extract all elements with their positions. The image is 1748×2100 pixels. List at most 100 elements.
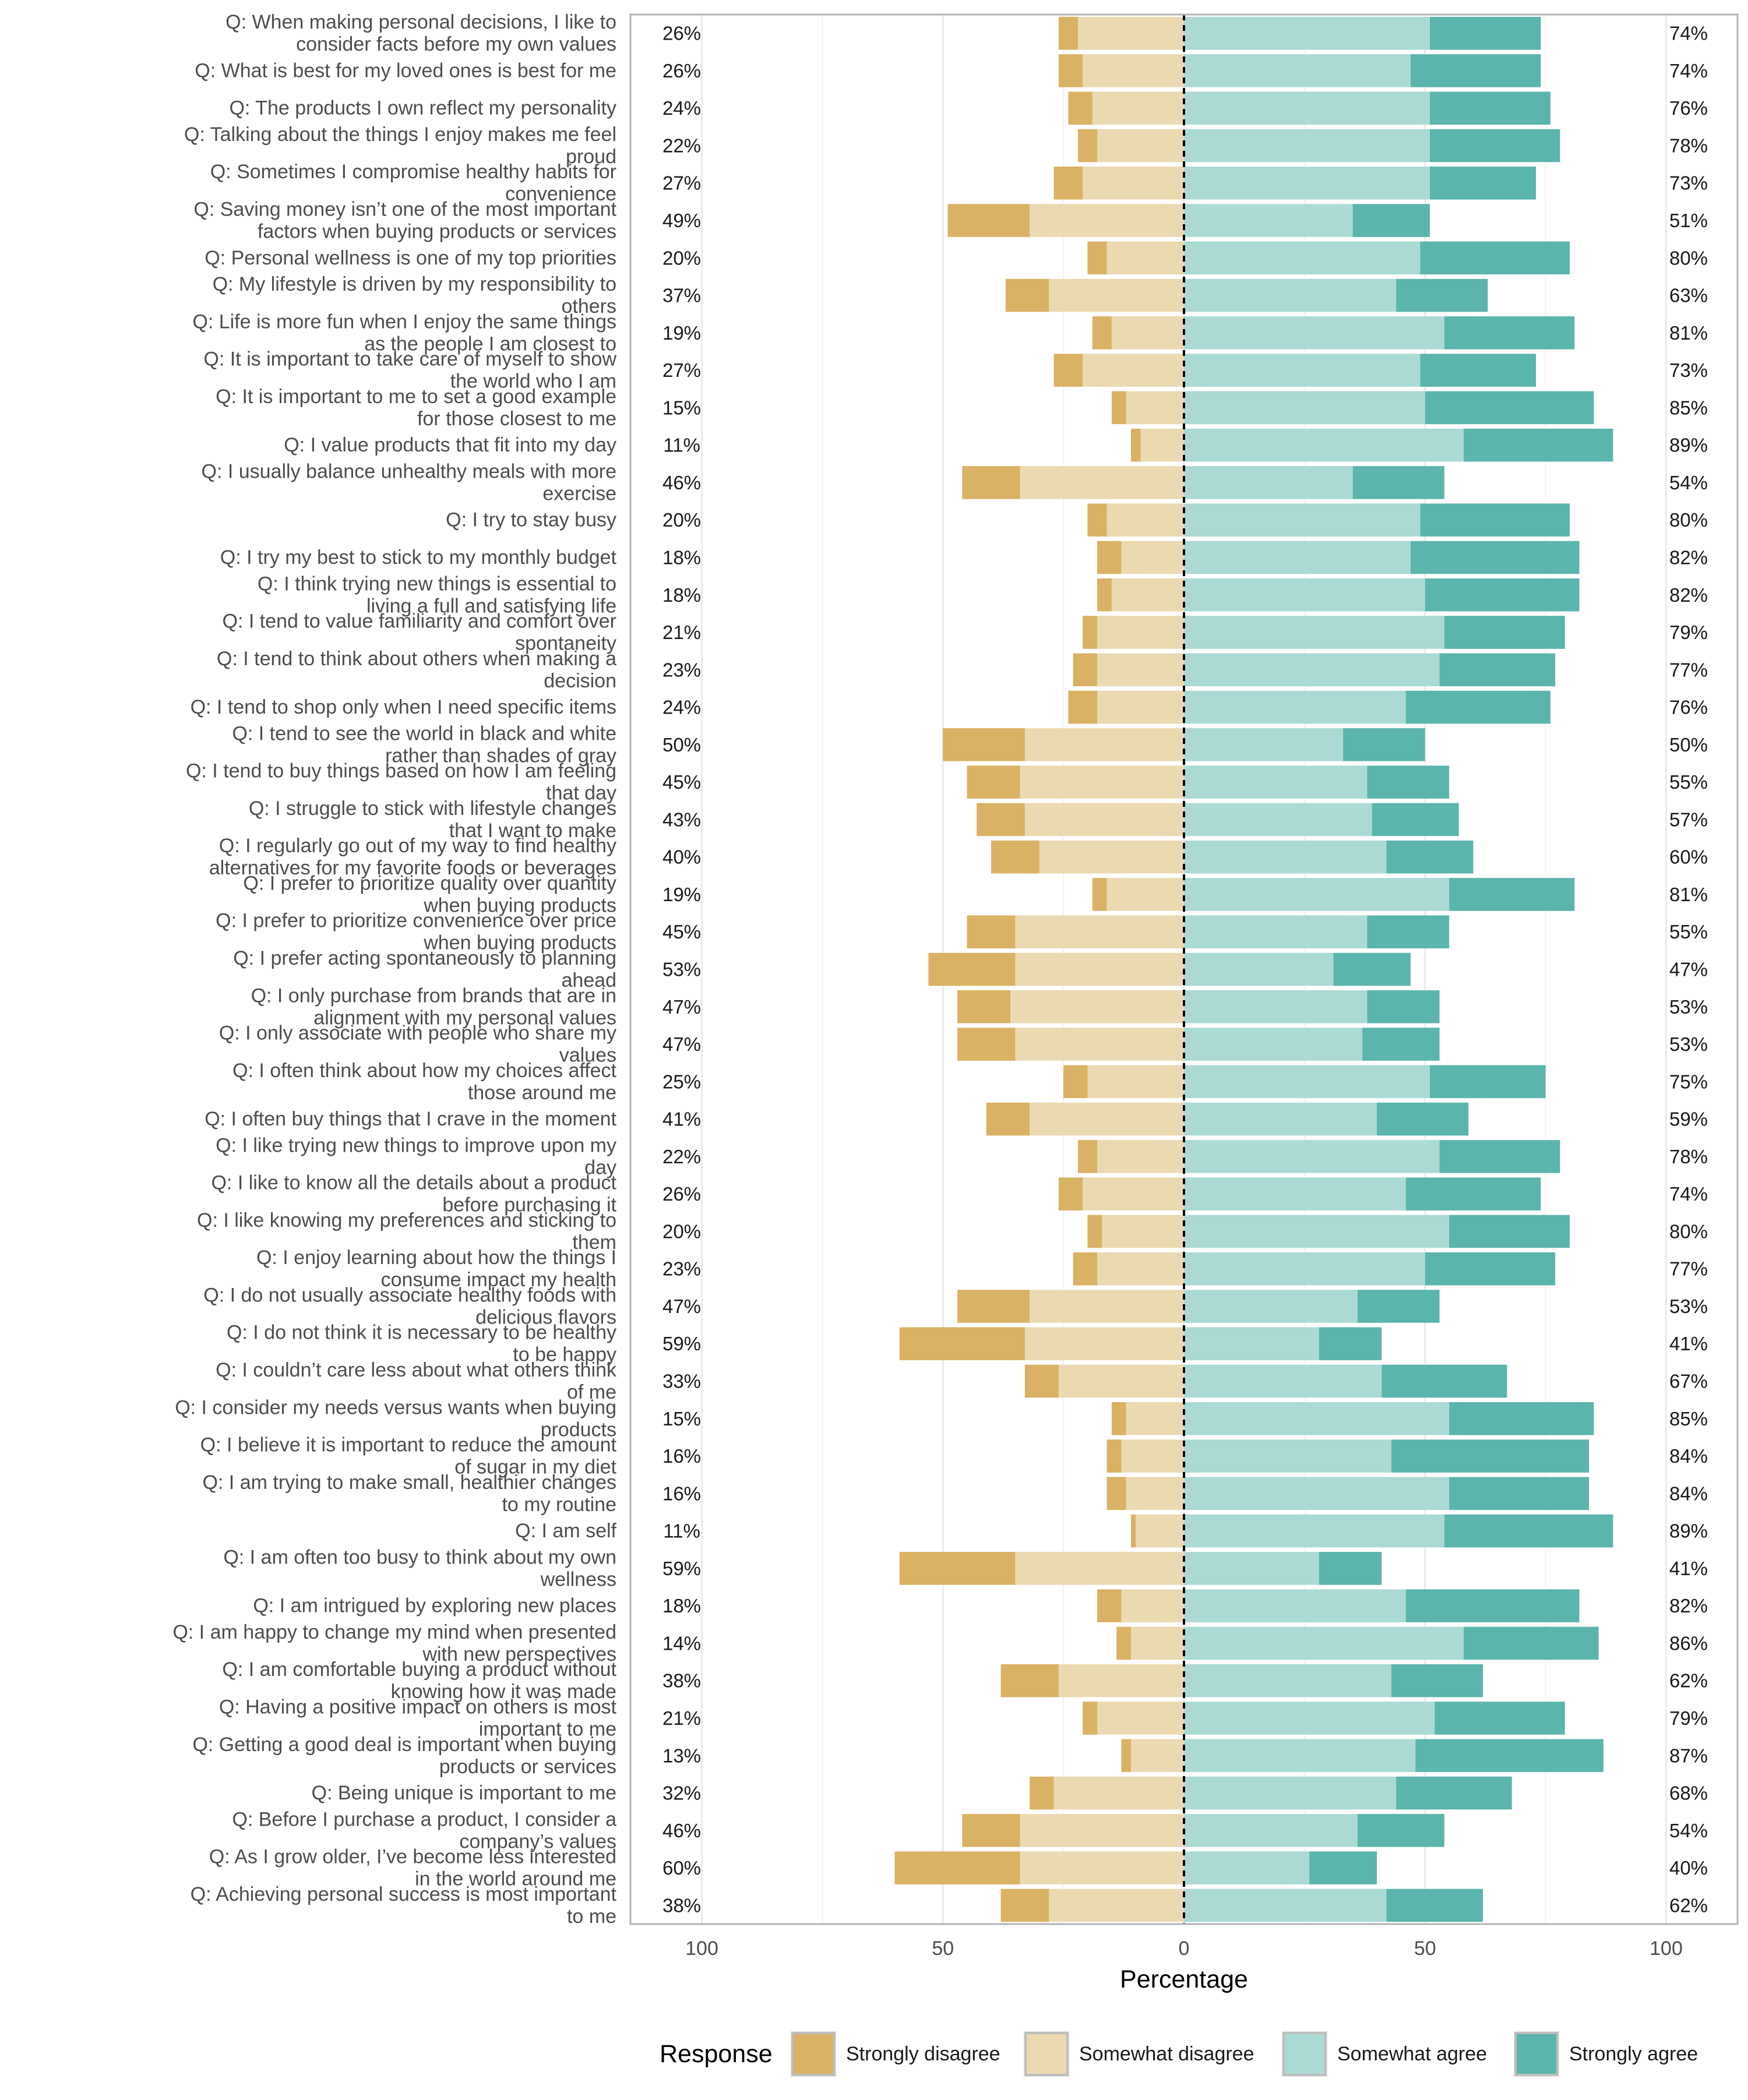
bar-strongly-agree bbox=[1362, 1028, 1440, 1061]
bar-somewhat-agree bbox=[1184, 1626, 1464, 1660]
total-agree: 63% bbox=[1669, 285, 1708, 306]
category-label: Q: I prefer acting spontaneously to plan… bbox=[233, 947, 616, 991]
total-agree: 89% bbox=[1669, 1520, 1708, 1542]
bar-strongly-disagree bbox=[1063, 1065, 1088, 1099]
bar-strongly-disagree bbox=[1058, 54, 1083, 87]
bar-strongly-agree bbox=[1396, 1776, 1512, 1810]
total-disagree: 27% bbox=[662, 172, 701, 194]
bar-somewhat-agree bbox=[1184, 1290, 1358, 1323]
bar-somewhat-disagree bbox=[1015, 1552, 1184, 1585]
bar-somewhat-agree bbox=[1184, 765, 1368, 799]
bar-strongly-agree bbox=[1367, 990, 1440, 1023]
bar-strongly-agree bbox=[1396, 278, 1488, 312]
category-label: Q: My lifestyle is driven by my responsi… bbox=[213, 273, 616, 317]
total-agree: 86% bbox=[1669, 1632, 1708, 1654]
bar-somewhat-disagree bbox=[1102, 1215, 1184, 1248]
bar-somewhat-agree bbox=[1184, 878, 1450, 911]
legend-title: Response bbox=[660, 2040, 773, 2068]
bar-strongly-disagree bbox=[1111, 391, 1126, 425]
bar-somewhat-disagree bbox=[1126, 1402, 1184, 1435]
bar-strongly-disagree bbox=[1058, 16, 1078, 50]
x-axis: 100 50 0 50 100 Percentage bbox=[685, 1937, 1683, 1993]
bar-strongly-agree bbox=[1352, 466, 1444, 499]
bar-strongly-agree bbox=[1377, 1102, 1469, 1136]
bar-strongly-disagree bbox=[1077, 1140, 1098, 1173]
bar-strongly-agree bbox=[1449, 878, 1575, 911]
x-tick-label: 100 bbox=[1650, 1937, 1683, 1960]
bar-strongly-agree bbox=[1352, 204, 1430, 237]
category-label: Q: Saving money isn’t one of the most im… bbox=[193, 199, 616, 243]
legend-swatch bbox=[1514, 2032, 1559, 2076]
bar-somewhat-agree bbox=[1184, 354, 1421, 387]
bar-strongly-agree bbox=[1309, 1851, 1377, 1884]
total-disagree: 24% bbox=[662, 697, 701, 718]
category-label: Q: I am self bbox=[515, 1520, 616, 1542]
category-label: Q: Having a positive impact on others is… bbox=[219, 1696, 617, 1740]
bar-strongly-agree bbox=[1439, 1140, 1560, 1173]
bar-somewhat-disagree bbox=[1092, 91, 1184, 125]
bar-strongly-agree bbox=[1405, 1177, 1541, 1210]
category-label: Q: As I grow older, I’ve become less int… bbox=[209, 1846, 616, 1890]
bar-somewhat-disagree bbox=[1010, 990, 1184, 1023]
category-label: Q: I like knowing my preferences and sti… bbox=[197, 1209, 616, 1254]
total-agree: 84% bbox=[1669, 1483, 1708, 1504]
bar-somewhat-disagree bbox=[1106, 241, 1184, 275]
legend-label: Somewhat disagree bbox=[1079, 2043, 1254, 2065]
bar-strongly-agree bbox=[1386, 840, 1474, 874]
bar-somewhat-disagree bbox=[1097, 1702, 1184, 1735]
bar-somewhat-disagree bbox=[1097, 1140, 1184, 1173]
total-disagree: 45% bbox=[662, 771, 701, 793]
bar-strongly-agree bbox=[1410, 54, 1541, 87]
category-label: Q: I usually balance unhealthy meals wit… bbox=[202, 460, 616, 504]
bar-strongly-disagree bbox=[1000, 1889, 1049, 1922]
total-disagree: 27% bbox=[662, 359, 701, 381]
category-label: Q: It is important to me to set a good e… bbox=[216, 386, 616, 430]
total-agree: 50% bbox=[1669, 734, 1708, 756]
bar-strongly-disagree bbox=[1106, 1477, 1126, 1510]
bar-strongly-disagree bbox=[1116, 1626, 1131, 1660]
bar-somewhat-agree bbox=[1184, 616, 1444, 649]
bar-somewhat-agree bbox=[1184, 1552, 1319, 1585]
total-disagree: 19% bbox=[662, 884, 701, 905]
category-label: Q: I often think about how my choices af… bbox=[232, 1060, 617, 1104]
bar-somewhat-agree bbox=[1184, 129, 1430, 163]
total-disagree: 46% bbox=[662, 472, 701, 493]
bar-somewhat-disagree bbox=[1077, 16, 1184, 50]
bar-somewhat-disagree bbox=[1053, 1776, 1184, 1810]
total-disagree: 47% bbox=[662, 1033, 701, 1055]
bar-somewhat-disagree bbox=[1106, 503, 1184, 537]
bar-strongly-disagree bbox=[1053, 166, 1083, 200]
category-label: Q: I consider my needs versus wants when… bbox=[175, 1396, 616, 1441]
bar-strongly-disagree bbox=[986, 1102, 1030, 1136]
bar-strongly-disagree bbox=[1053, 354, 1083, 387]
category-label: Q: What is best for my loved ones is bes… bbox=[195, 59, 616, 82]
totals: 26% 74% 26% 74% 24% 76% 22% 78% 27% 73% 49% 51% 20% 8… bbox=[662, 23, 1708, 1917]
bar-strongly-agree bbox=[1439, 653, 1556, 687]
bar-somewhat-disagree bbox=[1030, 204, 1184, 237]
legend-swatch bbox=[1024, 2032, 1069, 2076]
x-tick-label: 50 bbox=[1414, 1937, 1436, 1960]
bar-somewhat-agree bbox=[1184, 1402, 1450, 1435]
bar-somewhat-agree bbox=[1184, 653, 1440, 687]
bar-somewhat-disagree bbox=[1049, 278, 1184, 312]
category-label: Q: When making personal decisions, I lik… bbox=[225, 11, 616, 55]
bar-strongly-agree bbox=[1430, 129, 1560, 163]
legend-swatch bbox=[791, 2032, 836, 2076]
bar-somewhat-disagree bbox=[1126, 1477, 1184, 1510]
bar-strongly-disagree bbox=[1073, 653, 1098, 687]
category-label: Q: I try to stay busy bbox=[446, 509, 616, 531]
total-disagree: 26% bbox=[662, 1183, 701, 1205]
bar-strongly-agree bbox=[1449, 1402, 1594, 1435]
bar-somewhat-disagree bbox=[1030, 1290, 1184, 1323]
bar-somewhat-disagree bbox=[1136, 1514, 1184, 1548]
bar-somewhat-agree bbox=[1184, 915, 1368, 949]
total-disagree: 47% bbox=[662, 1296, 701, 1317]
total-agree: 79% bbox=[1669, 1707, 1708, 1729]
total-agree: 78% bbox=[1669, 135, 1708, 156]
bar-strongly-disagree bbox=[1000, 1664, 1059, 1697]
total-disagree: 16% bbox=[662, 1483, 701, 1504]
bar-somewhat-agree bbox=[1184, 91, 1430, 125]
legend-swatch bbox=[1282, 2032, 1327, 2076]
bar-strongly-disagree bbox=[1097, 1589, 1122, 1622]
bar-somewhat-disagree bbox=[1097, 653, 1184, 687]
